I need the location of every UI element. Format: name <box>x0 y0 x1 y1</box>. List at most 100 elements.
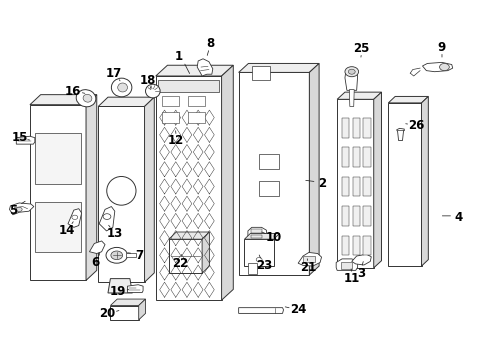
Text: 16: 16 <box>64 85 81 98</box>
Text: 10: 10 <box>265 231 281 244</box>
Polygon shape <box>387 103 421 266</box>
Ellipse shape <box>145 84 160 98</box>
Polygon shape <box>161 112 178 123</box>
Polygon shape <box>221 65 233 300</box>
Polygon shape <box>144 97 154 282</box>
Polygon shape <box>363 147 370 167</box>
Text: 2: 2 <box>318 177 326 190</box>
Polygon shape <box>363 177 370 197</box>
Polygon shape <box>341 118 348 138</box>
Polygon shape <box>363 206 370 226</box>
Polygon shape <box>352 206 359 226</box>
Polygon shape <box>259 154 278 169</box>
Polygon shape <box>396 129 404 140</box>
Ellipse shape <box>83 94 92 102</box>
Polygon shape <box>387 96 427 103</box>
Polygon shape <box>30 95 97 105</box>
Text: 15: 15 <box>12 131 28 144</box>
Polygon shape <box>202 232 209 273</box>
Polygon shape <box>238 72 309 275</box>
Polygon shape <box>168 239 202 273</box>
Polygon shape <box>89 241 105 253</box>
Text: 21: 21 <box>299 261 315 274</box>
Polygon shape <box>251 229 262 233</box>
Text: 17: 17 <box>105 67 122 80</box>
Text: 23: 23 <box>255 259 272 272</box>
Polygon shape <box>298 252 321 266</box>
Text: 18: 18 <box>140 74 156 87</box>
Polygon shape <box>336 99 373 268</box>
Text: 1: 1 <box>174 50 183 63</box>
Ellipse shape <box>76 90 96 107</box>
Polygon shape <box>244 239 273 266</box>
Circle shape <box>256 257 262 262</box>
Polygon shape <box>336 92 381 99</box>
Polygon shape <box>16 136 35 144</box>
Polygon shape <box>341 177 348 197</box>
Ellipse shape <box>106 176 136 205</box>
Polygon shape <box>197 59 212 76</box>
Polygon shape <box>156 76 221 300</box>
Polygon shape <box>35 134 81 184</box>
Polygon shape <box>238 63 319 72</box>
Circle shape <box>72 215 78 220</box>
Polygon shape <box>98 107 144 282</box>
Polygon shape <box>341 206 348 226</box>
Text: 9: 9 <box>437 41 445 54</box>
Polygon shape <box>303 256 315 262</box>
Polygon shape <box>351 254 370 265</box>
Polygon shape <box>125 253 136 257</box>
Text: 20: 20 <box>99 307 115 320</box>
Polygon shape <box>98 97 154 107</box>
Polygon shape <box>363 235 370 255</box>
Polygon shape <box>252 66 270 80</box>
Polygon shape <box>309 63 319 275</box>
Polygon shape <box>127 285 143 293</box>
Polygon shape <box>251 234 262 238</box>
Polygon shape <box>344 68 357 90</box>
Polygon shape <box>363 118 370 138</box>
Polygon shape <box>335 259 357 270</box>
Text: 6: 6 <box>91 256 100 269</box>
Text: 25: 25 <box>353 41 369 54</box>
Text: 24: 24 <box>289 303 305 316</box>
Text: 14: 14 <box>58 224 75 237</box>
Polygon shape <box>9 203 34 215</box>
Polygon shape <box>244 233 279 239</box>
Polygon shape <box>188 112 205 123</box>
Polygon shape <box>168 232 209 239</box>
Polygon shape <box>139 299 145 320</box>
Polygon shape <box>422 62 452 72</box>
Circle shape <box>347 69 354 74</box>
Polygon shape <box>35 202 81 252</box>
Polygon shape <box>158 80 219 92</box>
Polygon shape <box>421 96 427 266</box>
Polygon shape <box>373 92 381 268</box>
Text: 26: 26 <box>407 119 424 132</box>
Polygon shape <box>110 299 145 306</box>
Circle shape <box>344 67 358 77</box>
Polygon shape <box>352 147 359 167</box>
Polygon shape <box>68 209 81 227</box>
Polygon shape <box>352 118 359 138</box>
Text: 5: 5 <box>9 204 17 217</box>
Circle shape <box>439 63 448 71</box>
Text: 22: 22 <box>172 257 188 270</box>
Text: 19: 19 <box>109 285 125 298</box>
Polygon shape <box>248 263 256 274</box>
Polygon shape <box>340 262 351 269</box>
Circle shape <box>106 247 127 263</box>
Polygon shape <box>99 207 115 231</box>
Polygon shape <box>156 65 233 76</box>
Polygon shape <box>352 177 359 197</box>
Polygon shape <box>247 227 266 241</box>
Polygon shape <box>108 279 132 293</box>
Polygon shape <box>352 235 359 255</box>
Polygon shape <box>341 235 348 255</box>
Polygon shape <box>110 306 139 320</box>
Polygon shape <box>348 90 353 107</box>
Polygon shape <box>341 147 348 167</box>
Polygon shape <box>259 181 278 196</box>
Text: 8: 8 <box>206 37 214 50</box>
Polygon shape <box>30 105 86 280</box>
